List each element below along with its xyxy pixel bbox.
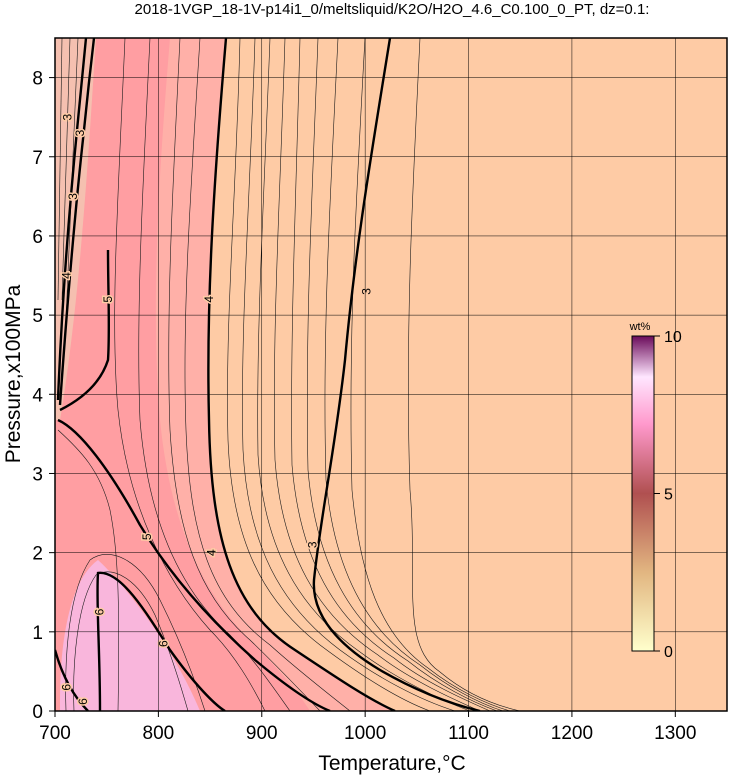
y-axis: 0 1 2 3 4 5 6 7 8 [32, 69, 55, 723]
contour-label: 3 [359, 288, 373, 295]
thick-contours [55, 38, 481, 711]
contour-label: 5 [101, 296, 115, 303]
y-tick-label: 2 [32, 544, 43, 565]
x-axis: 700 800 900 1000 1100 1200 1300 [39, 711, 696, 744]
colorbar: wt% 0 5 10 [629, 321, 682, 661]
contour-label: 6 [60, 684, 74, 691]
contour-label: 6 [76, 698, 90, 705]
contour-label: 6 [93, 608, 107, 615]
plot-title: 2018-1VGP_18-1V-p14i1_0/meltsliquid/K2O/… [135, 1, 650, 18]
x-axis-title: Temperature,°C [318, 752, 465, 775]
contour-label: 3 [306, 541, 320, 548]
contour-label: 3 [73, 129, 87, 136]
plot-frame [54, 37, 728, 712]
contour-5-upper [59, 249, 111, 412]
colorbar-ticks: 0 5 10 [654, 329, 682, 661]
contour-label: 4 [60, 272, 74, 279]
x-tick-label: 1200 [551, 723, 593, 744]
contour-6-corner [55, 649, 89, 711]
y-tick-label: 3 [32, 464, 43, 485]
x-tick-label: 700 [39, 723, 71, 744]
contour-3-right [312, 38, 481, 711]
x-tick-label: 800 [143, 723, 175, 744]
contour-label: 3 [66, 193, 80, 200]
y-tick-label: 1 [32, 623, 43, 644]
colorbar-tick-label: 10 [664, 329, 682, 346]
colorbar-gradient [631, 335, 655, 652]
y-tick-label: 8 [32, 69, 43, 90]
y-tick-label: 6 [32, 227, 43, 248]
y-tick-label: 4 [32, 385, 43, 406]
pink-region-inner [55, 38, 310, 711]
colorbar-tick-label: 5 [664, 487, 673, 504]
contour-label: 3 [61, 114, 75, 121]
colorbar-tick-label: 0 [664, 644, 673, 661]
y-tick-label: 5 [32, 306, 43, 327]
x-tick-label: 1300 [654, 723, 696, 744]
bright-pink-region [60, 560, 200, 711]
contour-4-left [58, 38, 96, 406]
contour-6-lower [96, 571, 226, 711]
y-axis-title: Pressure,x100MPa [2, 284, 25, 463]
x-tick-label: 1100 [448, 723, 489, 744]
thin-contours [57, 38, 521, 711]
contour-4-middle [207, 38, 396, 711]
y-tick-label: 7 [32, 148, 43, 169]
colorbar-title: wt% [629, 321, 651, 333]
x-tick-label: 1000 [344, 723, 386, 744]
contour-label: 6 [157, 640, 171, 647]
contour-label: 5 [140, 533, 154, 540]
contour-label: 4 [202, 296, 216, 303]
y-tick-label: 0 [32, 702, 43, 723]
x-tick-label: 900 [246, 723, 278, 744]
contour-5-lower [57, 418, 331, 711]
